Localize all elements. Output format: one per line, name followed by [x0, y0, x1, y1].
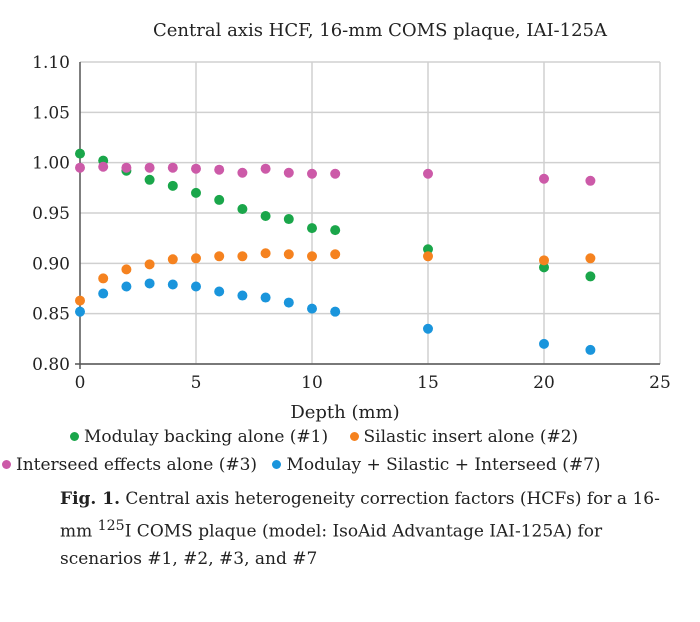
- data-point-series-1: [539, 262, 549, 273]
- data-point-series-1: [191, 187, 201, 198]
- x-tick-label: 25: [649, 373, 671, 393]
- legend-item-3: Interseed effects alone (#3): [2, 455, 257, 475]
- data-point-series-1: [423, 244, 433, 255]
- legend-item-1: Modulay backing alone (#1): [70, 427, 328, 447]
- data-point-series-3: [214, 164, 225, 175]
- data-point-series-4: [75, 306, 85, 317]
- legend-marker: [349, 432, 359, 441]
- data-point-series-3: [121, 162, 132, 173]
- data-point-series-1: [214, 194, 225, 205]
- x-axis-label: Depth (mm): [290, 402, 399, 423]
- data-point-series-4: [214, 286, 225, 297]
- data-point-series-4: [423, 323, 433, 334]
- x-tick-label: 20: [533, 373, 555, 393]
- data-point-series-2: [283, 249, 294, 260]
- chart-title: Central axis HCF, 16-mm COMS plaque, IAI…: [153, 20, 608, 41]
- data-point-series-3: [167, 162, 178, 173]
- data-point-series-4: [121, 281, 132, 292]
- data-point-series-4: [283, 297, 294, 308]
- y-tick-label: 1.10: [32, 53, 70, 73]
- y-tick-label: 0.85: [32, 305, 70, 325]
- data-point-series-1: [167, 180, 178, 191]
- data-point-series-3: [423, 168, 433, 179]
- data-point-series-3: [75, 162, 85, 173]
- legend-item-2: Silastic insert alone (#2): [349, 427, 579, 447]
- data-point-series-4: [237, 290, 248, 301]
- data-point-series-2: [307, 251, 317, 262]
- data-point-series-3: [307, 168, 317, 179]
- scatter-chart: Central axis HCF, 16-mm COMS plaque, IAI…: [32, 20, 671, 423]
- caption-text-2: I COMS plaque (model: IsoAid Advantage I…: [60, 521, 603, 569]
- data-point-series-3: [539, 173, 549, 184]
- data-point-series-3: [330, 168, 341, 179]
- y-tick-label: 0.90: [32, 254, 70, 274]
- caption-text: Central axis heterogeneity correction fa…: [60, 489, 660, 542]
- legend-marker: [272, 460, 282, 469]
- data-point-series-1: [307, 223, 317, 234]
- data-point-series-1: [237, 203, 248, 214]
- y-tick-label: 0.95: [32, 204, 70, 224]
- y-tick-label: 1.05: [32, 103, 70, 123]
- legend-row-2: Interseed effects alone (#3) Modulay + S…: [2, 455, 601, 475]
- data-point-series-4: [585, 344, 596, 355]
- legend-label: Modulay + Silastic + Interseed (#7): [286, 455, 601, 475]
- data-point-series-4: [307, 303, 317, 314]
- data-point-series-4: [330, 306, 341, 317]
- x-tick-label: 0: [75, 373, 86, 393]
- data-point-series-2: [330, 249, 341, 260]
- y-tick-label: 0.80: [32, 355, 70, 375]
- data-point-series-4: [539, 338, 549, 349]
- data-point-series-4: [260, 292, 271, 303]
- data-point-series-3: [585, 175, 596, 186]
- data-point-series-2: [260, 248, 271, 259]
- legend-label: Silastic insert alone (#2): [363, 427, 579, 447]
- data-point-series-2: [585, 253, 596, 264]
- legend-item-4: Modulay + Silastic + Interseed (#7): [272, 455, 601, 475]
- data-point-series-2: [423, 251, 433, 262]
- caption-sup: 125: [97, 518, 125, 534]
- legend-label: Modulay backing alone (#1): [84, 427, 329, 447]
- x-tick-label: 5: [191, 373, 202, 393]
- legend-marker: [2, 460, 11, 469]
- data-point-series-1: [585, 271, 596, 282]
- data-point-series-3: [260, 163, 271, 174]
- data-point-series-4: [191, 281, 201, 292]
- data-point-series-3: [144, 162, 155, 173]
- data-point-series-1: [330, 225, 341, 236]
- data-point-series-2: [75, 295, 85, 306]
- x-tick-label: 15: [417, 373, 439, 393]
- y-tick-label: 1.00: [32, 154, 70, 174]
- legend-label: Interseed effects alone (#3): [16, 455, 258, 475]
- legend-marker: [70, 432, 79, 441]
- data-point-series-2: [539, 255, 549, 266]
- data-point-series-1: [260, 211, 271, 222]
- data-point-series-2: [214, 251, 225, 262]
- data-point-series-3: [237, 167, 248, 178]
- data-point-series-1: [144, 174, 155, 185]
- data-point-series-4: [144, 278, 155, 289]
- data-point-series-2: [167, 254, 178, 265]
- data-point-series-2: [121, 264, 132, 275]
- data-point-series-3: [98, 161, 109, 172]
- caption-label: Fig. 1.: [60, 489, 120, 509]
- data-point-series-3: [283, 167, 294, 178]
- data-point-series-2: [191, 253, 201, 264]
- data-point-series-2: [144, 259, 155, 270]
- data-point-series-3: [191, 163, 201, 174]
- data-point-series-2: [237, 251, 248, 262]
- figure-caption: Fig. 1. Central axis heterogeneity corre…: [60, 486, 680, 573]
- data-point-series-1: [75, 148, 85, 159]
- data-point-series-2: [98, 273, 109, 284]
- data-point-series-1: [283, 214, 294, 225]
- legend-row-1: Modulay backing alone (#1) Silastic inse…: [70, 427, 578, 447]
- data-point-series-4: [167, 279, 178, 290]
- x-tick-label: 10: [301, 373, 323, 393]
- data-point-series-4: [98, 288, 109, 299]
